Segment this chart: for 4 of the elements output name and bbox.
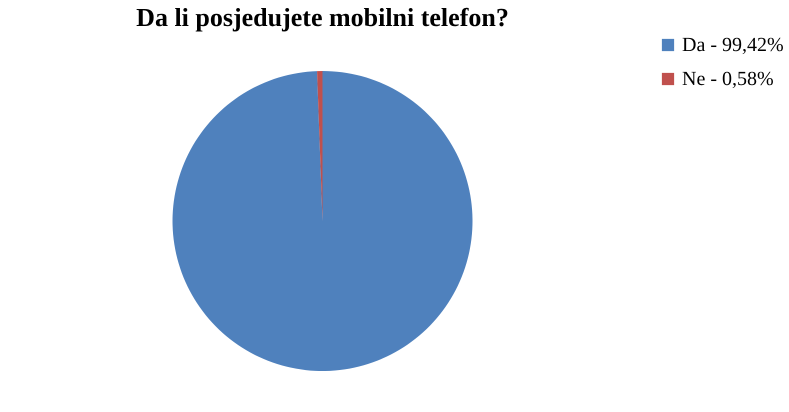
legend-label: Ne - 0,58% <box>682 68 774 90</box>
pie-slice <box>172 71 472 371</box>
legend-label: Da - 99,42% <box>682 34 784 56</box>
chart-title: Da li posjedujete mobilni telefon? <box>136 3 509 32</box>
